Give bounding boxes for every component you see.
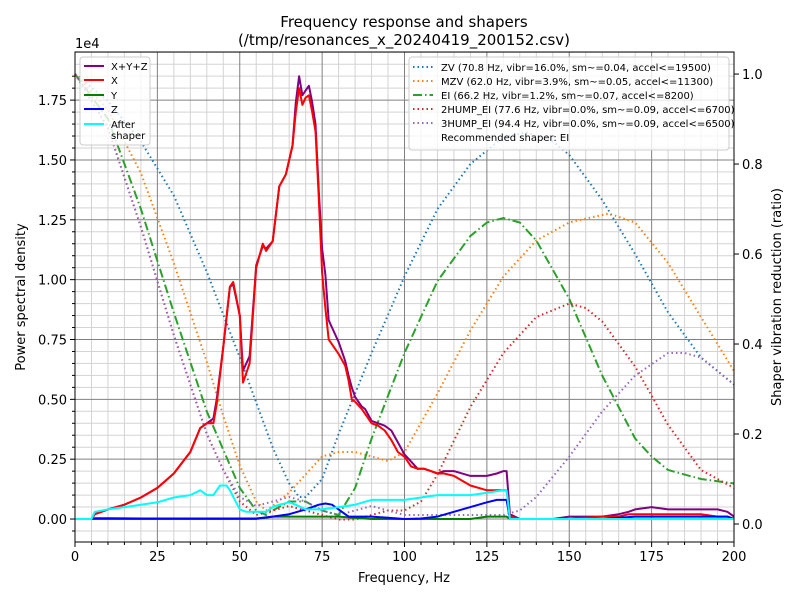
x-axis-title: Frequency, Hz [358,571,450,586]
x-tick-label: 125 [474,550,499,565]
y2-tick-label: 0.6 [742,248,763,263]
legend-shapers-box [408,56,730,151]
y-tick-label: 0.00 [38,513,67,528]
recommended-shaper-label: Recommended shaper: EI [441,133,569,144]
y-tick-label: 1.25 [38,214,67,229]
x-tick-label: 150 [557,550,582,565]
y2-tick-label: 1.0 [742,68,763,83]
legend-psd-label: Y [110,91,118,102]
plot-area [74,73,735,521]
x-tick-label: 175 [639,550,664,565]
y-tick-label: 1.75 [38,94,67,109]
legend-shaper-label: MZV (62.0 Hz, vibr=3.9%, sm~=0.05, accel… [441,77,713,88]
y-axis-title: Power spectral density [14,223,29,371]
y-tick-label: 1.50 [38,154,67,169]
legend-shapers: ZV (70.8 Hz, vibr=16.0%, sm~=0.04, accel… [408,56,735,151]
x-tick-label: 25 [149,550,166,565]
psd-line-4 [75,484,734,520]
shaper-line-0 [74,73,735,498]
legend-psd-label: X [111,76,118,87]
y2-tick-label: 0.0 [742,518,763,533]
y-offset-label: 1e4 [75,37,100,52]
legend-shaper-label: 3HUMP_EI (94.4 Hz, vibr=0.0%, sm~=0.09, … [441,119,735,130]
y-tick-label: 0.25 [38,453,67,468]
y2-tick-label: 0.4 [742,338,763,353]
shaper-line-2 [74,73,735,517]
y2-tick-label: 0.2 [742,428,763,443]
x-tick-label: 0 [71,550,79,565]
x-tick-label: 100 [392,550,417,565]
legend-psd-label: Z [111,105,118,116]
legend-shaper-label: 2HUMP_EI (77.6 Hz, vibr=0.0%, sm~=0.09, … [441,105,735,116]
legend-psd-label: shaper [111,131,146,142]
x-tick-label: 200 [722,550,747,565]
x-tick-label: 50 [231,550,248,565]
shaper-line-1 [74,73,735,512]
y-tick-label: 0.50 [38,393,67,408]
legend-psd-label: After [111,120,136,131]
legend-shaper-label: EI (66.2 Hz, vibr=1.2%, sm~=0.07, accel<… [441,91,694,102]
y2-axis-title: Shaper vibration reduction (ratio) [770,188,785,406]
chart-title: Frequency response and shapers [280,13,528,31]
axes: 0 25 50 75 100 125 150 175 200 0.00 0.25 0.50 0.75 1.… [38,68,763,565]
y-tick-label: 1.00 [38,274,67,289]
y2-tick-label: 0.8 [742,158,763,173]
shaper-line-4 [74,73,735,517]
x-tick-label: 75 [314,550,331,565]
chart-subtitle: (/tmp/resonances_x_20240419_200152.csv) [238,31,570,50]
legend-shaper-label: ZV (70.8 Hz, vibr=16.0%, sm~=0.04, accel… [441,63,711,74]
legend-psd-label: X+Y+Z [111,62,148,73]
y-tick-label: 0.75 [38,333,67,348]
